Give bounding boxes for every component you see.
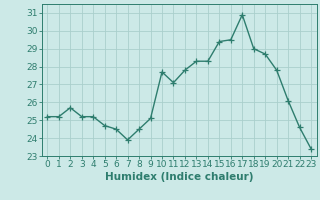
X-axis label: Humidex (Indice chaleur): Humidex (Indice chaleur) [105, 172, 253, 182]
